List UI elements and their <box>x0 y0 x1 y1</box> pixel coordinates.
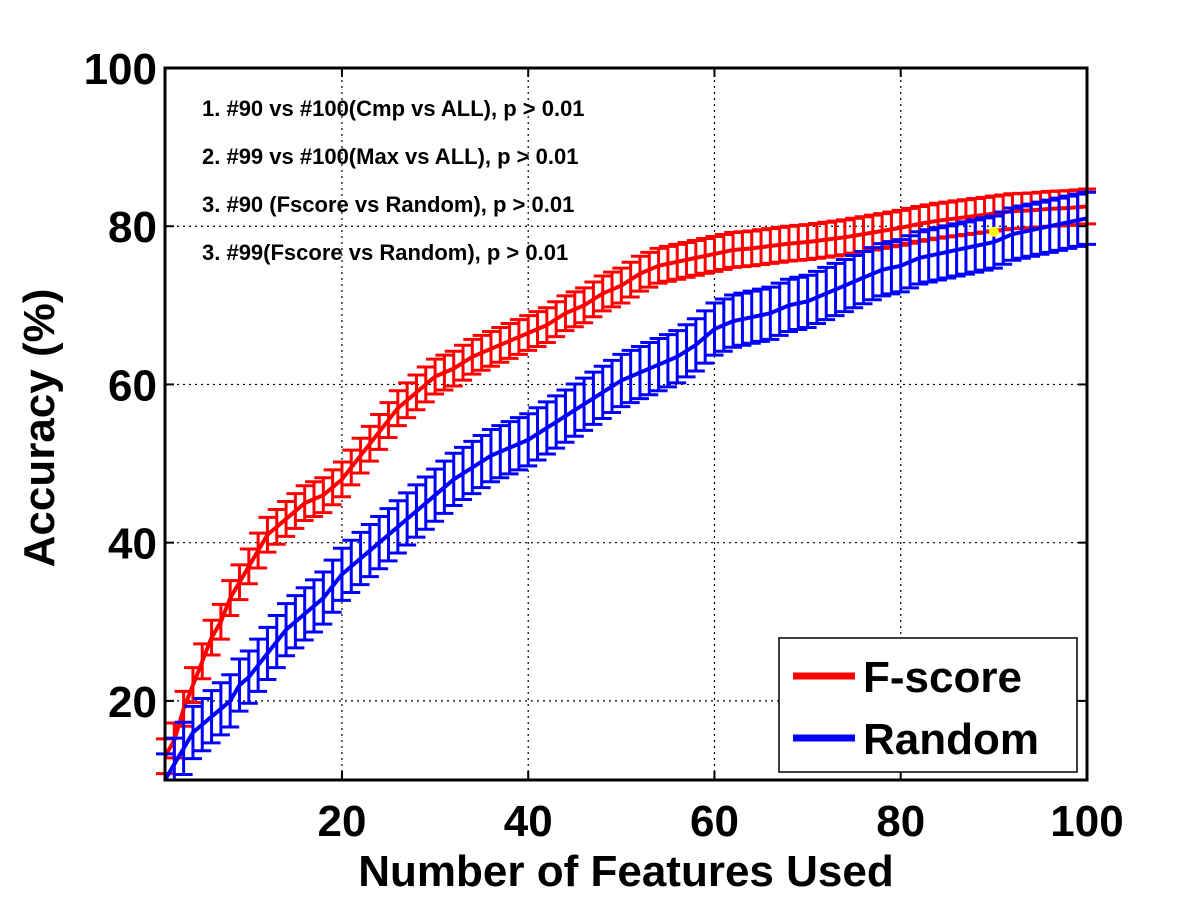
series-line <box>163 204 1088 758</box>
annotation-text: 3. #90 (Fscore vs Random), p > 0.01 <box>202 192 574 217</box>
annotation-text: 3. #99(Fscore vs Random), p > 0.01 <box>202 240 568 265</box>
y-tick-label: 60 <box>108 361 157 410</box>
y-axis-title: Accuracy (%) <box>15 289 64 568</box>
series-line <box>163 216 1088 782</box>
annotations: 1. #90 vs #100(Cmp vs ALL), p > 0.01 2. #… <box>202 96 585 265</box>
plot-frame <box>163 66 1089 782</box>
marker-layer <box>988 226 999 237</box>
x-tick-label: 80 <box>876 797 925 846</box>
tick-layer: 20 40 60 80 100 20 40 60 80 100 <box>84 45 1124 846</box>
highlight-marker <box>988 226 999 237</box>
series-f-score <box>156 187 1096 776</box>
legend-label: Random <box>863 715 1039 764</box>
annotation-text: 1. #90 vs #100(Cmp vs ALL), p > 0.01 <box>202 96 585 121</box>
y-tick-label: 80 <box>108 203 157 252</box>
y-tick-label: 20 <box>108 678 157 727</box>
series-layer <box>156 187 1096 782</box>
legend-label: F-score <box>863 653 1022 702</box>
x-axis-title: Number of Features Used <box>358 847 893 896</box>
x-tick-label: 60 <box>690 797 739 846</box>
legend-box <box>778 637 1078 773</box>
annotation-text: 2. #99 vs #100(Max vs ALL), p > 0.01 <box>202 144 578 169</box>
y-tick-label: 40 <box>108 520 157 569</box>
x-tick-label: 20 <box>317 797 366 846</box>
series-random <box>156 190 1096 782</box>
x-tick-label: 100 <box>1050 797 1123 846</box>
legend: F-score Random <box>778 637 1078 773</box>
y-tick-label: 100 <box>84 45 157 94</box>
x-tick-label: 40 <box>504 797 553 846</box>
